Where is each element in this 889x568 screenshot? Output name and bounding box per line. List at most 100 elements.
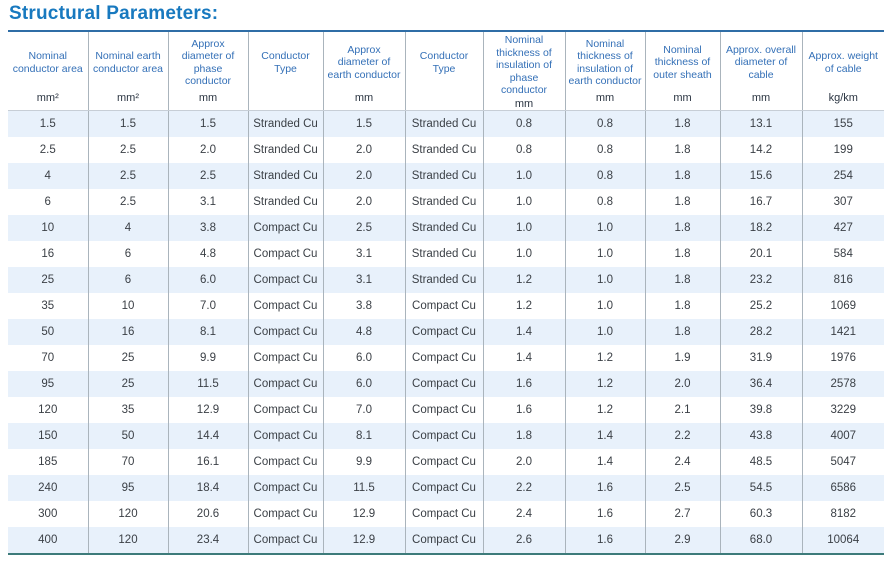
table-cell: Compact Cu bbox=[405, 501, 484, 527]
table-cell: 70 bbox=[8, 345, 89, 371]
table-cell: 25 bbox=[8, 267, 89, 293]
table-cell: 13.1 bbox=[720, 110, 803, 137]
table-cell: 2.0 bbox=[645, 371, 721, 397]
table-cell: 23.2 bbox=[720, 267, 803, 293]
table-cell: 4.8 bbox=[323, 319, 406, 345]
table-cell: 1.0 bbox=[565, 267, 646, 293]
table-cell: 3.1 bbox=[323, 267, 406, 293]
table-cell: 0.8 bbox=[565, 189, 646, 215]
table-cell: 4007 bbox=[802, 423, 884, 449]
table-cell: 10 bbox=[8, 215, 89, 241]
table-cell: 1.8 bbox=[645, 267, 721, 293]
table-cell: 2.9 bbox=[645, 527, 721, 555]
table-cell: 2.5 bbox=[323, 215, 406, 241]
table-row: 95 25 11.5 Compact Cu 6.0 Compact Cu 1.6 1.2 2.0… bbox=[8, 371, 884, 397]
table-row: 6 2.5 3.1 Stranded Cu 2.0 Stranded Cu 1.0 0.8 1.… bbox=[8, 189, 884, 215]
table-cell: Compact Cu bbox=[248, 293, 324, 319]
table-cell: 1.2 bbox=[565, 397, 646, 423]
column-header: Conductor Type bbox=[248, 30, 324, 111]
table-cell: 48.5 bbox=[720, 449, 803, 475]
table-cell: 1.5 bbox=[168, 110, 249, 137]
table-cell: 60.3 bbox=[720, 501, 803, 527]
table-cell: 1.5 bbox=[88, 110, 169, 137]
table-cell: 1421 bbox=[802, 319, 884, 345]
table-cell: 400 bbox=[8, 527, 89, 555]
table-cell: Compact Cu bbox=[248, 215, 324, 241]
table-cell: 12.9 bbox=[168, 397, 249, 423]
table-cell: Compact Cu bbox=[248, 267, 324, 293]
table-cell: 2.6 bbox=[483, 527, 566, 555]
table-cell: Stranded Cu bbox=[405, 110, 484, 137]
column-header-label: Conductor Type bbox=[419, 50, 469, 75]
table-cell: 6.0 bbox=[168, 267, 249, 293]
table-cell: 2.4 bbox=[483, 501, 566, 527]
table-cell: 1.4 bbox=[565, 423, 646, 449]
table-cell: Compact Cu bbox=[405, 423, 484, 449]
column-header-unit: mm bbox=[673, 92, 692, 104]
table-cell: Compact Cu bbox=[248, 423, 324, 449]
table-row: 1.5 1.5 1.5 Stranded Cu 1.5 Stranded Cu 0.8 0.8… bbox=[8, 110, 884, 137]
table-cell: 1.0 bbox=[565, 319, 646, 345]
table-cell: 2.5 bbox=[8, 137, 89, 163]
table-cell: 14.2 bbox=[720, 137, 803, 163]
table-cell: 2.0 bbox=[168, 137, 249, 163]
table-cell: 1.0 bbox=[483, 241, 566, 267]
column-header: Nominal conductor area mm² bbox=[8, 30, 89, 111]
table-cell: 1.9 bbox=[645, 345, 721, 371]
table-cell: 8182 bbox=[802, 501, 884, 527]
column-header: Approx. weight of cable kg/km bbox=[802, 30, 884, 111]
table-cell: Stranded Cu bbox=[248, 189, 324, 215]
table-cell: 3.1 bbox=[323, 241, 406, 267]
table-cell: Stranded Cu bbox=[248, 163, 324, 189]
table-cell: Stranded Cu bbox=[405, 163, 484, 189]
table-cell: 95 bbox=[88, 475, 169, 501]
table-cell: 6586 bbox=[802, 475, 884, 501]
column-header-unit: mm bbox=[595, 92, 615, 104]
table-cell: 1.8 bbox=[645, 241, 721, 267]
column-header-unit: mm bbox=[198, 92, 218, 104]
table-cell: 1.8 bbox=[483, 423, 566, 449]
structural-parameters-table: Nominal conductor area mm² Nominal earth c… bbox=[8, 30, 884, 555]
table-cell: 307 bbox=[802, 189, 884, 215]
table-header-row: Nominal conductor area mm² Nominal earth c… bbox=[8, 30, 884, 111]
column-header: Approx diameter of phase conductor mm bbox=[168, 30, 249, 111]
column-header-label: Conductor Type bbox=[261, 50, 310, 75]
table-cell: 2.2 bbox=[483, 475, 566, 501]
table-cell: 2.5 bbox=[88, 137, 169, 163]
table-cell: 2.5 bbox=[645, 475, 721, 501]
table-row: 2.5 2.5 2.0 Stranded Cu 2.0 Stranded Cu 0.8 0.8… bbox=[8, 137, 884, 163]
table-cell: 25.2 bbox=[720, 293, 803, 319]
table-cell: 7.0 bbox=[323, 397, 406, 423]
table-cell: 1.2 bbox=[565, 371, 646, 397]
table-cell: Stranded Cu bbox=[248, 110, 324, 137]
table-row: 50 16 8.1 Compact Cu 4.8 Compact Cu 1.4 1.0 1.8 2… bbox=[8, 319, 884, 345]
table-cell: 1.8 bbox=[645, 189, 721, 215]
table-cell: Compact Cu bbox=[405, 527, 484, 555]
table-cell: Compact Cu bbox=[248, 345, 324, 371]
table-cell: 18.2 bbox=[720, 215, 803, 241]
table-cell: 254 bbox=[802, 163, 884, 189]
table-cell: 28.2 bbox=[720, 319, 803, 345]
table-cell: 5047 bbox=[802, 449, 884, 475]
table-cell: 1.4 bbox=[483, 345, 566, 371]
table-cell: 0.8 bbox=[565, 137, 646, 163]
table-cell: 1976 bbox=[802, 345, 884, 371]
table-cell: 1.0 bbox=[565, 293, 646, 319]
table-cell: 11.5 bbox=[323, 475, 406, 501]
table-cell: Compact Cu bbox=[248, 449, 324, 475]
table-row: 35 10 7.0 Compact Cu 3.8 Compact Cu 1.2 1.0 1.8 2… bbox=[8, 293, 884, 319]
table-cell: 2.2 bbox=[645, 423, 721, 449]
table-cell: 1.8 bbox=[645, 319, 721, 345]
table-cell: 6.0 bbox=[323, 345, 406, 371]
column-header: Nominal thickness of insulation of earth… bbox=[565, 30, 646, 111]
column-header-unit bbox=[406, 91, 483, 110]
table-cell: 68.0 bbox=[720, 527, 803, 555]
table-cell: Stranded Cu bbox=[405, 215, 484, 241]
table-cell: Compact Cu bbox=[405, 293, 484, 319]
table-cell: Compact Cu bbox=[405, 475, 484, 501]
table-cell: Compact Cu bbox=[248, 319, 324, 345]
table-cell: 2.0 bbox=[323, 189, 406, 215]
table-cell: Stranded Cu bbox=[405, 267, 484, 293]
table-cell: 1.0 bbox=[483, 163, 566, 189]
table-cell: 3.8 bbox=[323, 293, 406, 319]
